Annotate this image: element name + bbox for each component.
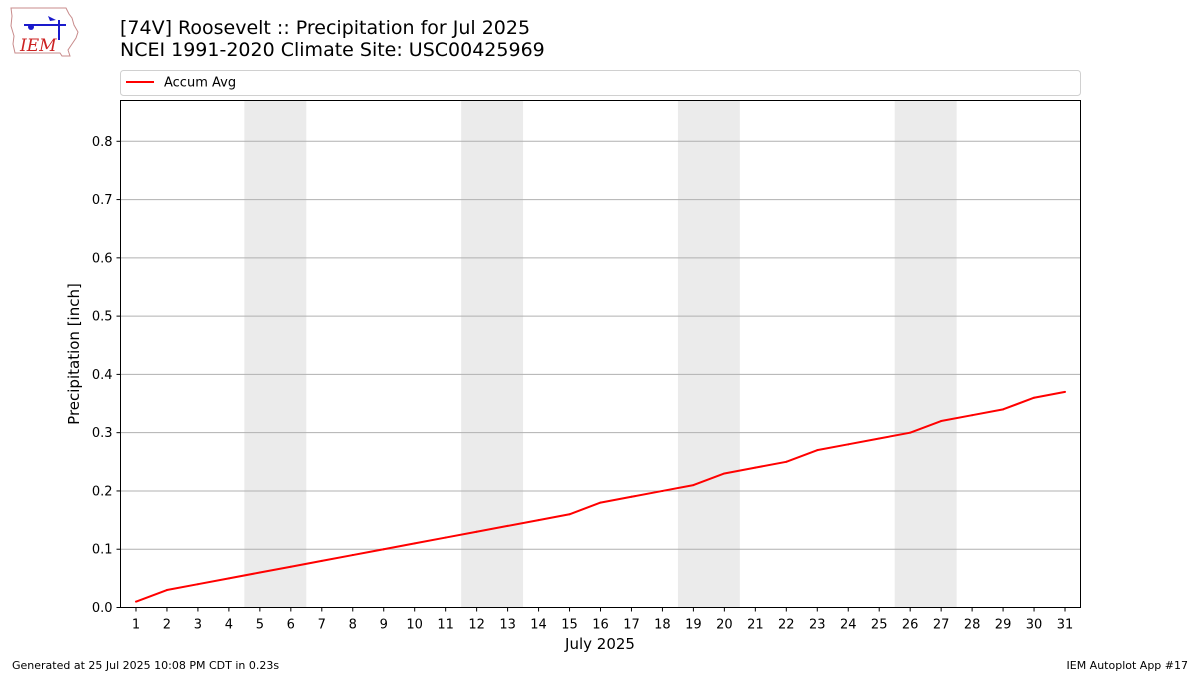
x-tick-label: 21 bbox=[747, 618, 764, 633]
data-point bbox=[537, 519, 540, 522]
y-tick-label: 0.4 bbox=[92, 368, 113, 383]
x-tick-label: 2 bbox=[163, 618, 171, 633]
data-point bbox=[1064, 390, 1067, 393]
data-point bbox=[165, 589, 168, 592]
x-tick-label: 18 bbox=[654, 618, 671, 633]
data-point bbox=[723, 472, 726, 475]
data-point bbox=[289, 565, 292, 568]
data-point bbox=[630, 495, 633, 498]
x-tick-label: 31 bbox=[1057, 618, 1074, 633]
y-tick-label: 0.2 bbox=[92, 484, 113, 499]
data-point bbox=[506, 524, 509, 527]
data-point bbox=[878, 437, 881, 440]
footer-generated-text: Generated at 25 Jul 2025 10:08 PM CDT in… bbox=[12, 659, 280, 672]
x-tick-label: 25 bbox=[871, 618, 888, 633]
wind-vane-icon bbox=[48, 16, 56, 21]
grid-lines bbox=[120, 140, 1081, 550]
y-tick-label: 0.1 bbox=[92, 543, 113, 558]
y-tick-label: 0.7 bbox=[92, 193, 113, 208]
x-tick-label: 16 bbox=[592, 618, 609, 633]
x-tick-label: 7 bbox=[318, 618, 326, 633]
weekend-band bbox=[894, 100, 957, 608]
x-tick-label: 24 bbox=[840, 618, 857, 633]
y-tick-label: 0.0 bbox=[92, 601, 113, 616]
data-point bbox=[785, 460, 788, 463]
legend-frame bbox=[120, 70, 1081, 96]
y-tick-label: 0.5 bbox=[92, 310, 113, 325]
x-tick-label: 4 bbox=[225, 618, 233, 633]
x-tick-label: 14 bbox=[530, 618, 547, 633]
data-point bbox=[196, 583, 199, 586]
x-tick-label: 23 bbox=[809, 618, 826, 633]
y-tick-label: 0.8 bbox=[92, 135, 113, 150]
x-axis-label: July 2025 bbox=[564, 635, 635, 653]
x-tick-label: 15 bbox=[561, 618, 578, 633]
data-point bbox=[258, 571, 261, 574]
chart-title: [74V] Roosevelt :: Precipitation for Jul… bbox=[120, 17, 531, 39]
x-tick-label: 8 bbox=[349, 618, 357, 633]
x-tick-label: 11 bbox=[437, 618, 454, 633]
y-axis: 0.0 0.1 0.2 0.3 0.4 0.5 0.6 0.7 0.8 bbox=[92, 135, 121, 616]
series-layer bbox=[134, 390, 1067, 603]
data-point bbox=[940, 420, 943, 423]
x-axis: 1 2 3 4 5 6 7 8 9 10 11 12 13 14 15 16 17 18 19 20 21 22 23 24 2… bbox=[132, 607, 1074, 633]
x-tick-label: 20 bbox=[716, 618, 733, 633]
x-tick-label: 30 bbox=[1026, 618, 1043, 633]
weekend-band bbox=[244, 100, 307, 608]
weekend-band bbox=[677, 100, 740, 608]
data-point bbox=[754, 466, 757, 469]
x-tick-label: 3 bbox=[194, 618, 202, 633]
data-point bbox=[599, 501, 602, 504]
logo-text: IEM bbox=[19, 36, 57, 56]
data-point bbox=[971, 414, 974, 417]
data-point bbox=[134, 600, 137, 603]
y-tick-label: 0.6 bbox=[92, 251, 113, 266]
x-tick-label: 1 bbox=[132, 618, 140, 633]
x-tick-label: 27 bbox=[933, 618, 950, 633]
data-point bbox=[847, 443, 850, 446]
data-point bbox=[351, 554, 354, 557]
data-point bbox=[382, 548, 385, 551]
x-tick-label: 10 bbox=[406, 618, 423, 633]
x-tick-label: 5 bbox=[256, 618, 264, 633]
x-tick-label: 6 bbox=[287, 618, 295, 633]
data-point bbox=[692, 484, 695, 487]
legend-label: Accum Avg bbox=[164, 76, 236, 91]
data-point bbox=[1002, 408, 1005, 411]
iem-logo: IEM bbox=[10, 7, 79, 57]
data-point bbox=[320, 559, 323, 562]
data-point bbox=[227, 577, 230, 580]
iowa-outline-icon bbox=[10, 7, 79, 57]
x-tick-label: 19 bbox=[685, 618, 702, 633]
footer-app-text: IEM Autoplot App #17 bbox=[1066, 659, 1189, 672]
data-point bbox=[444, 536, 447, 539]
data-point bbox=[475, 530, 478, 533]
x-tick-label: 29 bbox=[995, 618, 1012, 633]
data-point bbox=[413, 542, 416, 545]
weather-sensor-icon bbox=[28, 24, 34, 30]
x-tick-label: 28 bbox=[964, 618, 981, 633]
y-tick-label: 0.3 bbox=[92, 426, 113, 441]
chart-subtitle: NCEI 1991-2020 Climate Site: USC00425969 bbox=[120, 39, 545, 61]
x-tick-label: 9 bbox=[380, 618, 388, 633]
x-tick-label: 22 bbox=[778, 618, 795, 633]
data-point bbox=[661, 489, 664, 492]
data-point bbox=[568, 513, 571, 516]
weekend-shading bbox=[244, 100, 957, 608]
x-tick-label: 17 bbox=[623, 618, 640, 633]
data-point bbox=[1033, 396, 1036, 399]
data-point bbox=[909, 431, 912, 434]
data-point bbox=[816, 449, 819, 452]
x-tick-label: 13 bbox=[499, 618, 516, 633]
y-axis-label: Precipitation [inch] bbox=[65, 283, 83, 425]
x-tick-label: 12 bbox=[468, 618, 485, 633]
weekend-band bbox=[461, 100, 524, 608]
x-tick-label: 26 bbox=[902, 618, 919, 633]
chart-legend: Accum Avg bbox=[120, 70, 1081, 96]
